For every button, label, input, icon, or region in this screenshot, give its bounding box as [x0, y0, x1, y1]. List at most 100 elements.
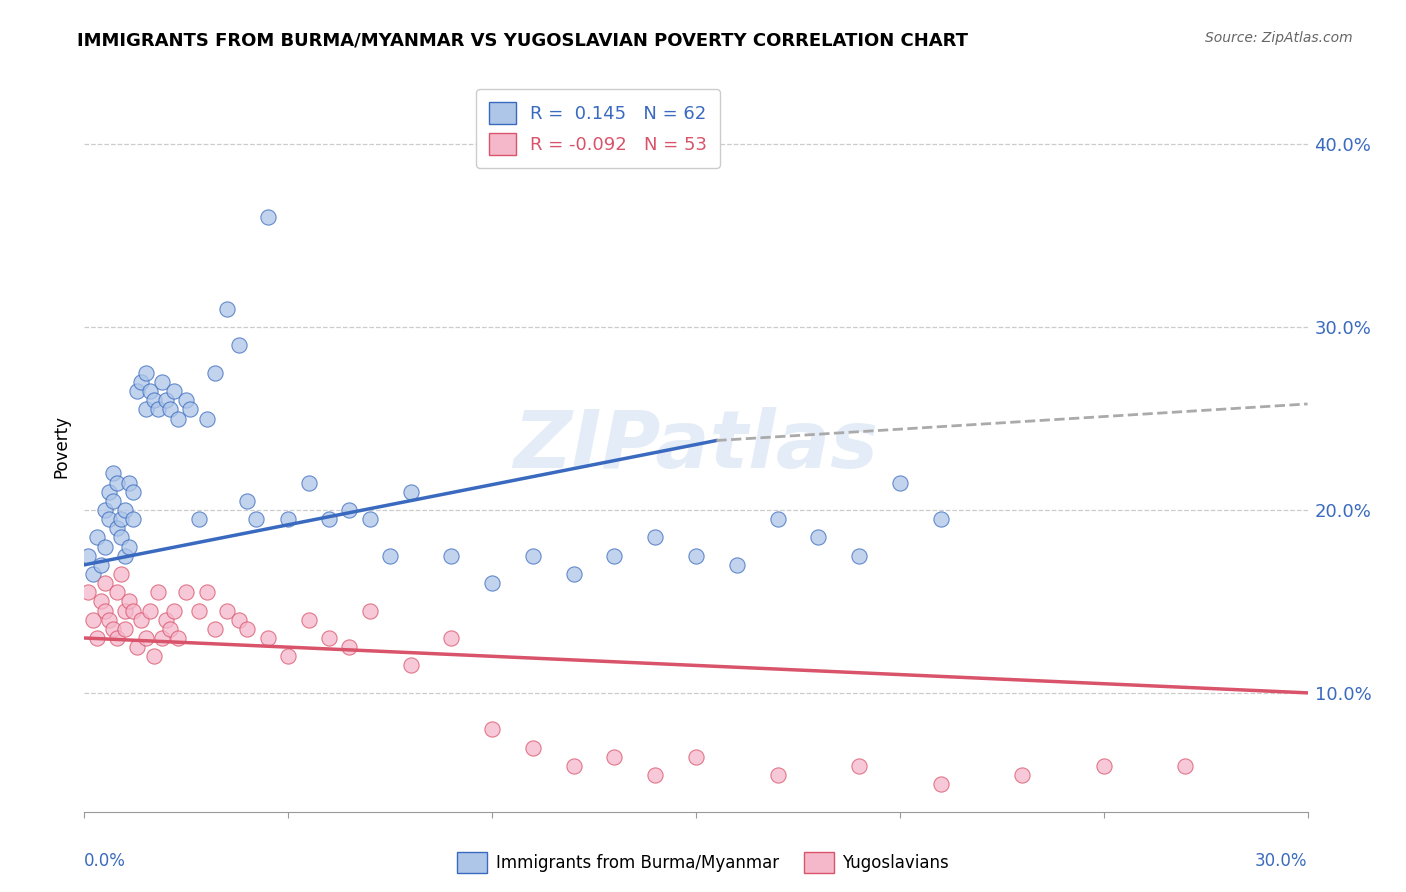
- Point: [138, 604, 160, 618]
- Point: [118, 475, 141, 490]
- Point: [929, 512, 952, 526]
- Point: [97, 613, 120, 627]
- Point: [114, 604, 136, 618]
- Point: [481, 723, 503, 737]
- Point: [440, 549, 463, 563]
- Point: [644, 768, 666, 782]
- Point: [179, 402, 201, 417]
- Point: [685, 549, 707, 563]
- Point: [644, 530, 666, 544]
- Point: [135, 631, 157, 645]
- Point: [380, 549, 402, 563]
- Point: [77, 549, 100, 563]
- Point: [93, 540, 115, 554]
- Text: 30.0%: 30.0%: [1256, 852, 1308, 870]
- Point: [150, 375, 173, 389]
- Text: Source: ZipAtlas.com: Source: ZipAtlas.com: [1205, 31, 1353, 45]
- Point: [339, 640, 361, 655]
- Point: [163, 384, 186, 398]
- Point: [101, 622, 124, 636]
- Legend: R =  0.145   N = 62, R = -0.092   N = 53: R = 0.145 N = 62, R = -0.092 N = 53: [477, 89, 720, 168]
- Point: [236, 622, 259, 636]
- Point: [167, 411, 190, 425]
- Point: [318, 512, 340, 526]
- Point: [97, 484, 120, 499]
- Text: IMMIGRANTS FROM BURMA/MYANMAR VS YUGOSLAVIAN POVERTY CORRELATION CHART: IMMIGRANTS FROM BURMA/MYANMAR VS YUGOSLA…: [77, 31, 969, 49]
- Point: [159, 622, 181, 636]
- Point: [86, 530, 108, 544]
- Point: [97, 512, 120, 526]
- Point: [766, 512, 789, 526]
- Point: [929, 777, 952, 791]
- Point: [204, 366, 226, 380]
- Point: [146, 585, 169, 599]
- Point: [359, 512, 381, 526]
- Point: [195, 411, 218, 425]
- Point: [167, 631, 190, 645]
- Point: [118, 540, 141, 554]
- Point: [187, 604, 209, 618]
- Point: [522, 740, 544, 755]
- Point: [339, 503, 361, 517]
- Point: [105, 475, 128, 490]
- Point: [122, 512, 145, 526]
- Point: [807, 530, 830, 544]
- Point: [150, 631, 173, 645]
- Point: [603, 549, 626, 563]
- Point: [245, 512, 267, 526]
- Point: [110, 567, 132, 582]
- Point: [522, 549, 544, 563]
- Point: [685, 749, 707, 764]
- Point: [105, 521, 128, 535]
- Point: [298, 475, 321, 490]
- Point: [105, 585, 128, 599]
- Point: [135, 402, 157, 417]
- Point: [90, 594, 112, 608]
- Point: [155, 613, 177, 627]
- Point: [399, 658, 422, 673]
- Point: [174, 585, 197, 599]
- Point: [889, 475, 911, 490]
- Point: [101, 467, 124, 481]
- Point: [277, 512, 299, 526]
- Point: [82, 567, 104, 582]
- Point: [481, 576, 503, 591]
- Point: [562, 567, 585, 582]
- Point: [122, 484, 145, 499]
- Point: [146, 402, 169, 417]
- Point: [298, 613, 321, 627]
- Point: [440, 631, 463, 645]
- Point: [187, 512, 209, 526]
- Point: [110, 512, 132, 526]
- Point: [359, 604, 381, 618]
- Point: [1092, 759, 1115, 773]
- Point: [114, 503, 136, 517]
- Point: [399, 484, 422, 499]
- Point: [93, 576, 115, 591]
- Point: [138, 384, 160, 398]
- Point: [1011, 768, 1033, 782]
- Point: [725, 558, 748, 572]
- Point: [848, 759, 870, 773]
- Point: [174, 393, 197, 408]
- Point: [228, 338, 250, 352]
- Point: [603, 749, 626, 764]
- Legend: Immigrants from Burma/Myanmar, Yugoslavians: Immigrants from Burma/Myanmar, Yugoslavi…: [450, 846, 956, 880]
- Point: [236, 494, 259, 508]
- Point: [105, 631, 128, 645]
- Point: [257, 211, 280, 225]
- Point: [195, 585, 218, 599]
- Point: [110, 530, 132, 544]
- Point: [118, 594, 141, 608]
- Point: [163, 604, 186, 618]
- Point: [135, 366, 157, 380]
- Point: [1174, 759, 1197, 773]
- Point: [204, 622, 226, 636]
- Point: [93, 604, 115, 618]
- Point: [86, 631, 108, 645]
- Point: [131, 613, 153, 627]
- Point: [114, 622, 136, 636]
- Text: 0.0%: 0.0%: [84, 852, 127, 870]
- Point: [93, 503, 115, 517]
- Point: [127, 384, 149, 398]
